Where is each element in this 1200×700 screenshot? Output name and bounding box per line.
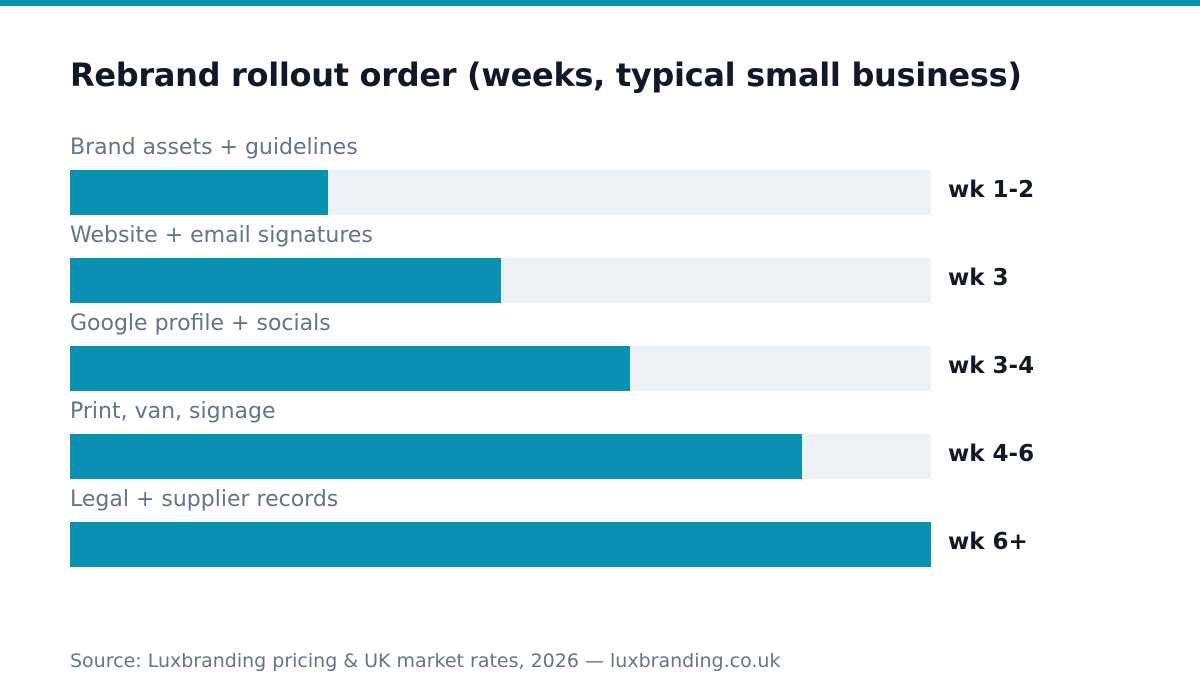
bar-label-1: Brand assets + guidelines: [70, 135, 358, 160]
bar-3: [70, 346, 630, 391]
bar-label-5: Legal + supplier records: [70, 487, 339, 512]
bar-5: [70, 522, 931, 567]
bar-1: [70, 170, 329, 215]
bar-track-4: [70, 434, 931, 479]
bar-value-label-2: wk 3: [948, 265, 1009, 291]
source-note: Source: Luxbranding pricing & UK market …: [70, 650, 781, 672]
chart-title: Rebrand rollout order (weeks, typical sm…: [70, 56, 1022, 94]
bar-value-label-4: wk 4-6: [948, 441, 1035, 467]
bar-label-4: Print, van, signage: [70, 399, 276, 424]
bar-2: [70, 258, 501, 303]
bar-track-1: [70, 170, 931, 215]
bar-track-3: [70, 346, 931, 391]
bar-value-label-3: wk 3-4: [948, 353, 1035, 379]
bar-4: [70, 434, 802, 479]
bar-label-3: Google profile + socials: [70, 311, 331, 336]
bar-value-label-5: wk 6+: [948, 529, 1028, 555]
bar-value-label-1: wk 1-2: [948, 177, 1035, 203]
top-accent-bar: [0, 0, 1200, 6]
bar-label-2: Website + email signatures: [70, 223, 373, 248]
bar-track-2: [70, 258, 931, 303]
bar-track-5: [70, 522, 931, 567]
